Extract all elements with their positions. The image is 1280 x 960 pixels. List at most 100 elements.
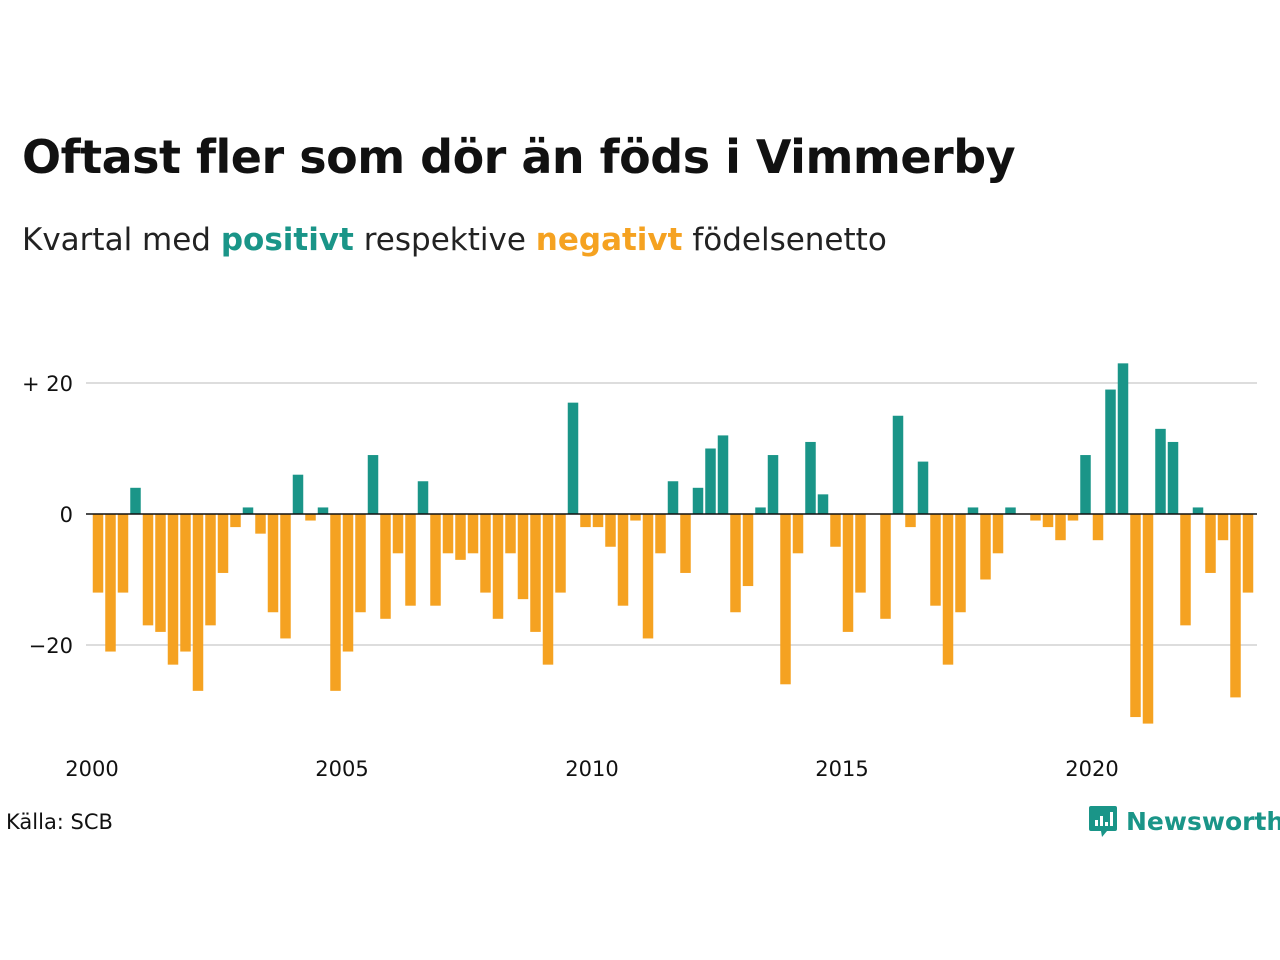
subtitle-prefix: Kvartal med	[22, 222, 221, 258]
x-tick-label: 2000	[65, 757, 118, 781]
bar	[505, 514, 516, 554]
bar	[205, 514, 216, 626]
bar	[880, 514, 891, 619]
bar	[1192, 507, 1204, 514]
bar	[117, 514, 129, 593]
bar	[705, 448, 716, 514]
bar	[567, 402, 579, 514]
bar	[692, 487, 704, 514]
source-note: Källa: SCB	[6, 810, 113, 834]
bar	[1242, 514, 1254, 593]
bar	[667, 481, 679, 514]
bar	[1142, 514, 1154, 724]
bar	[780, 514, 791, 685]
bar	[280, 514, 291, 639]
bar	[330, 514, 341, 691]
bar	[930, 514, 941, 606]
bar	[1205, 514, 1216, 573]
bar	[855, 514, 866, 593]
bar	[842, 514, 854, 632]
bar	[655, 514, 666, 554]
bar	[255, 514, 266, 534]
bar	[730, 514, 741, 613]
bar	[480, 514, 491, 593]
bar	[517, 514, 529, 600]
bar	[1180, 514, 1191, 626]
bar	[180, 514, 191, 652]
bar	[317, 507, 329, 514]
bar	[555, 514, 566, 593]
bar	[830, 514, 841, 547]
newsworthy-logo: Newsworthy	[1088, 804, 1280, 838]
axes: + 20 0 −20 2000 2005 2010 2015 2020	[22, 372, 1257, 781]
bar	[742, 514, 754, 587]
bar	[642, 514, 654, 639]
bar	[130, 487, 141, 514]
y-tick-label: + 20	[22, 372, 73, 396]
bar	[230, 514, 241, 528]
bar	[1005, 507, 1016, 514]
bar	[592, 514, 604, 528]
y-tick-label: −20	[29, 634, 73, 658]
bar	[305, 514, 316, 521]
subtitle-suffix: födelsenetto	[682, 222, 887, 258]
bar	[980, 514, 991, 580]
bar	[1230, 514, 1241, 698]
chart-subtitle: Kvartal med positivt respektive negativt…	[22, 222, 887, 258]
bar	[405, 514, 416, 606]
bar	[767, 455, 779, 514]
x-tick-label: 2015	[815, 757, 868, 781]
bar	[605, 514, 616, 547]
subtitle-positive-word: positivt	[220, 222, 354, 258]
bar	[755, 507, 766, 514]
bar	[192, 514, 204, 691]
bar	[417, 481, 429, 514]
bar	[467, 514, 479, 554]
chart-title: Oftast fler som dör än föds i Vimmerby	[22, 130, 1016, 184]
gridlines	[86, 382, 1257, 646]
bar	[892, 415, 904, 514]
bar	[580, 514, 591, 528]
bar	[967, 507, 979, 514]
logo-text: Newsworthy	[1126, 806, 1280, 836]
bar	[217, 514, 229, 573]
y-tick-label: 0	[60, 503, 73, 527]
bar	[792, 514, 804, 554]
bar	[267, 514, 279, 613]
bar	[142, 514, 154, 626]
newsworthy-chart-bubble-icon	[1089, 806, 1117, 837]
bar	[1042, 514, 1054, 528]
bar	[905, 514, 916, 528]
x-tick-label: 2005	[315, 757, 368, 781]
bar-chart: + 20 0 −20 2000 2005 2010 2015 2020	[22, 363, 1257, 781]
bar	[717, 435, 729, 514]
bar	[155, 514, 166, 632]
bar	[292, 474, 304, 514]
bar	[917, 461, 929, 514]
bars	[92, 363, 1254, 724]
bar	[442, 514, 454, 554]
bar	[167, 514, 179, 665]
bar	[1155, 428, 1166, 514]
bar	[630, 514, 641, 521]
bar	[355, 514, 366, 613]
bar	[1092, 514, 1104, 541]
x-tick-label: 2020	[1065, 757, 1118, 781]
bar	[105, 514, 116, 652]
bar	[617, 514, 629, 606]
bar	[342, 514, 354, 652]
bar	[1167, 441, 1179, 514]
x-tick-label: 2010	[565, 757, 618, 781]
bar	[430, 514, 441, 606]
bar	[367, 455, 379, 514]
bar	[92, 514, 104, 593]
subtitle-negative-word: negativt	[535, 222, 683, 258]
bar	[1105, 389, 1116, 514]
bar	[242, 507, 254, 514]
bar	[1080, 455, 1091, 514]
bar	[392, 514, 404, 554]
bar	[680, 514, 691, 573]
bar	[805, 441, 816, 514]
bar	[455, 514, 466, 560]
bar	[1055, 514, 1066, 541]
